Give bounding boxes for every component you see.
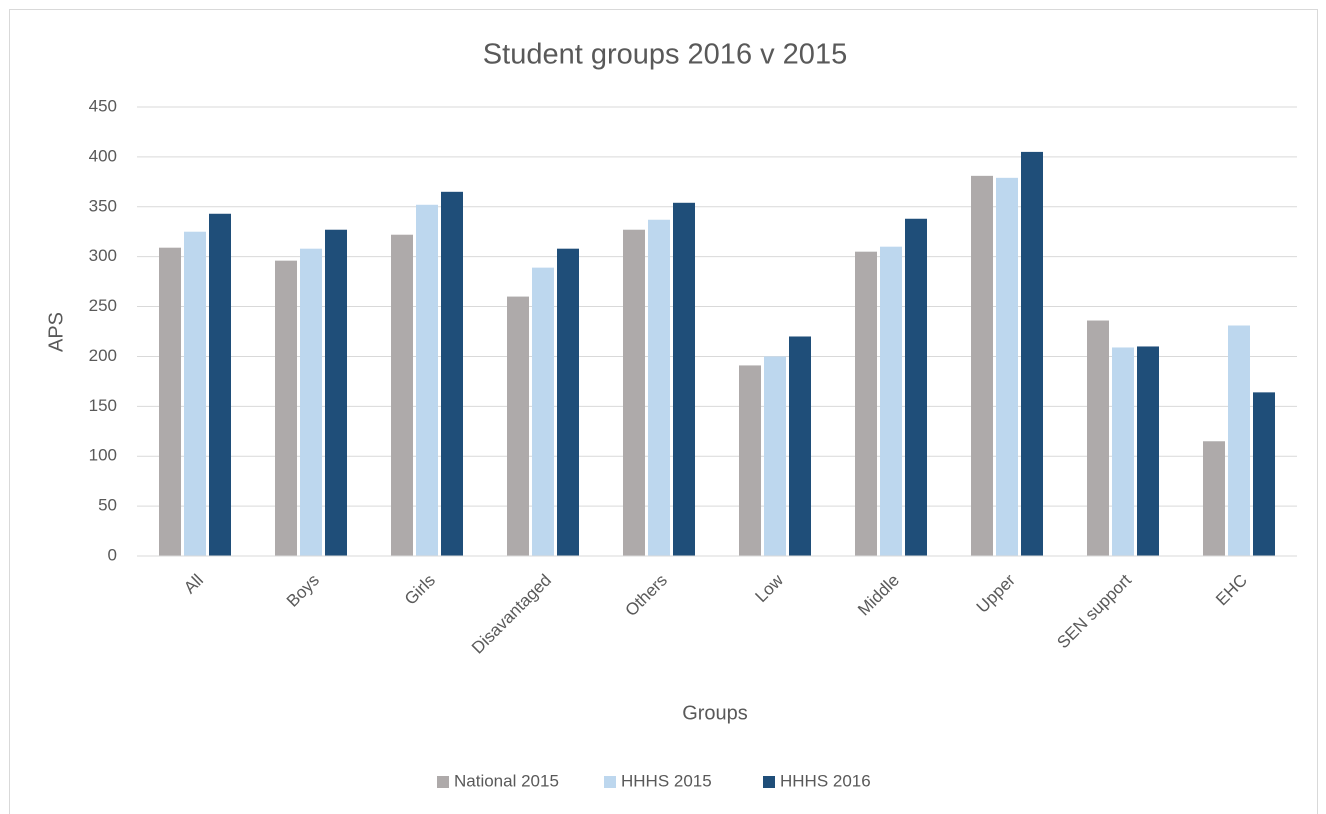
bar bbox=[557, 248, 579, 556]
bar bbox=[532, 267, 554, 556]
y-tick-label: 200 bbox=[89, 346, 117, 365]
bar bbox=[673, 202, 695, 556]
bar bbox=[300, 248, 322, 556]
bar bbox=[739, 365, 761, 556]
legend-swatch bbox=[763, 776, 775, 788]
legend-swatch bbox=[437, 776, 449, 788]
bar bbox=[275, 260, 297, 556]
bar bbox=[441, 191, 463, 557]
y-tick-label: 400 bbox=[89, 146, 117, 165]
y-tick-label: 100 bbox=[89, 446, 117, 465]
y-tick-label: 300 bbox=[89, 246, 117, 265]
y-tick-label: 0 bbox=[108, 545, 117, 564]
bar bbox=[391, 234, 413, 556]
bar bbox=[623, 229, 645, 556]
bar bbox=[1228, 325, 1250, 556]
bar bbox=[764, 356, 786, 556]
bar bbox=[648, 219, 670, 556]
bar bbox=[159, 247, 181, 557]
bar bbox=[971, 175, 993, 556]
bar bbox=[1203, 441, 1225, 556]
y-tick-label: 450 bbox=[89, 96, 117, 115]
bar bbox=[880, 246, 902, 556]
y-tick-label: 250 bbox=[89, 296, 117, 315]
bar bbox=[1021, 151, 1043, 556]
bar bbox=[905, 218, 927, 557]
y-axis-title: APS bbox=[45, 312, 67, 352]
y-tick-label: 50 bbox=[98, 496, 117, 515]
bar bbox=[789, 336, 811, 556]
legend-swatch bbox=[604, 776, 616, 788]
bar bbox=[996, 177, 1018, 556]
x-axis-title: Groups bbox=[682, 702, 748, 724]
bar bbox=[1087, 320, 1109, 556]
bar bbox=[507, 296, 529, 556]
y-tick-label: 350 bbox=[89, 196, 117, 215]
bar bbox=[325, 229, 347, 556]
legend-label: National 2015 bbox=[454, 771, 559, 790]
y-tick-label: 150 bbox=[89, 396, 117, 415]
bar bbox=[1112, 347, 1134, 556]
legend-label: HHHS 2015 bbox=[621, 771, 712, 790]
bar bbox=[1253, 392, 1275, 556]
bar bbox=[416, 204, 438, 556]
chart-title: Student groups 2016 v 2015 bbox=[483, 39, 847, 71]
bar bbox=[184, 231, 206, 556]
bar bbox=[1137, 346, 1159, 556]
legend-label: HHHS 2016 bbox=[780, 771, 871, 790]
bar bbox=[855, 251, 877, 556]
bar bbox=[209, 213, 231, 557]
